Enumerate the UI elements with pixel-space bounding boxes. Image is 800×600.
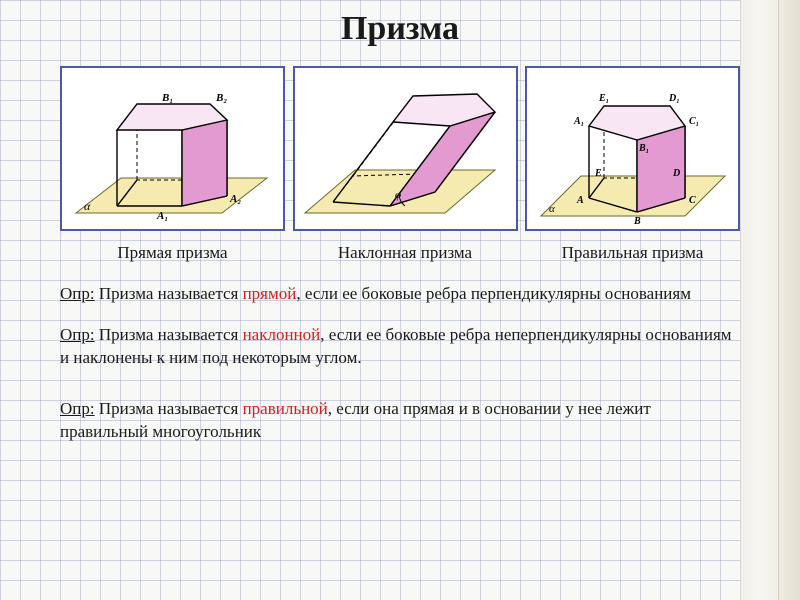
lbl-A1t: A₁ bbox=[573, 116, 584, 127]
lbl-alpha3: α bbox=[549, 203, 555, 215]
paper-edge-inner bbox=[778, 0, 800, 600]
lbl-phi: φ bbox=[395, 189, 401, 201]
lbl-A: A bbox=[576, 195, 584, 206]
lbl-E1: E₁ bbox=[598, 93, 609, 104]
definition-1: Опр: Призма называется прямой, если ее б… bbox=[60, 283, 740, 306]
def1-kw: прямой bbox=[243, 284, 297, 303]
slide-content: Призма bbox=[60, 0, 740, 444]
def2-prefix: Опр: bbox=[60, 325, 95, 344]
figure-oblique-prism: φ bbox=[293, 66, 518, 231]
figure-regular-prism: E₁ D₁ A₁ C₁ B₁ E D A C B α bbox=[525, 66, 740, 231]
figure-straight-prism: B₁ B₂ A₁ A₂ α bbox=[60, 66, 285, 231]
lbl-B2: B₂ bbox=[215, 92, 227, 104]
caption-1: Прямая призма bbox=[60, 243, 285, 263]
caption-3: Правильная призма bbox=[525, 243, 740, 263]
def3-kw: правильной bbox=[243, 399, 328, 418]
lbl-A1: A₁ bbox=[156, 210, 168, 222]
lbl-D1: D₁ bbox=[668, 93, 680, 104]
def1-t2: , если ее боковые ребра перпендикулярны … bbox=[296, 284, 691, 303]
caption-2: Наклонная призма bbox=[293, 243, 518, 263]
def2-t1: Призма называется bbox=[95, 325, 243, 344]
regular-prism-svg: E₁ D₁ A₁ C₁ B₁ E D A C B α bbox=[527, 68, 738, 229]
definition-3: Опр: Призма называется правильной, если … bbox=[60, 398, 740, 444]
lbl-B1: B₁ bbox=[161, 92, 173, 104]
def1-t1: Призма называется bbox=[95, 284, 243, 303]
figures-row: B₁ B₂ A₁ A₂ α bbox=[60, 66, 740, 231]
def2-kw: наклонной bbox=[243, 325, 321, 344]
lbl-E: E bbox=[594, 168, 602, 179]
lbl-A2: A₂ bbox=[229, 193, 241, 205]
def3-t1: Призма называется bbox=[95, 399, 243, 418]
lbl-alpha1: α bbox=[84, 199, 91, 213]
straight-prism-svg: B₁ B₂ A₁ A₂ α bbox=[62, 68, 283, 229]
oblique-prism-svg: φ bbox=[295, 68, 516, 229]
def1-prefix: Опр: bbox=[60, 284, 95, 303]
page-title: Призма bbox=[60, 10, 740, 48]
figure-captions: Прямая призма Наклонная призма Правильна… bbox=[60, 243, 740, 263]
def3-prefix: Опр: bbox=[60, 399, 95, 418]
lbl-C1: C₁ bbox=[689, 116, 699, 127]
lbl-D: D bbox=[672, 168, 680, 179]
lbl-B1t: B₁ bbox=[638, 143, 649, 154]
lbl-B: B bbox=[633, 216, 641, 227]
lbl-C: C bbox=[689, 195, 696, 206]
definition-2: Опр: Призма называется наклонной, если е… bbox=[60, 324, 740, 370]
